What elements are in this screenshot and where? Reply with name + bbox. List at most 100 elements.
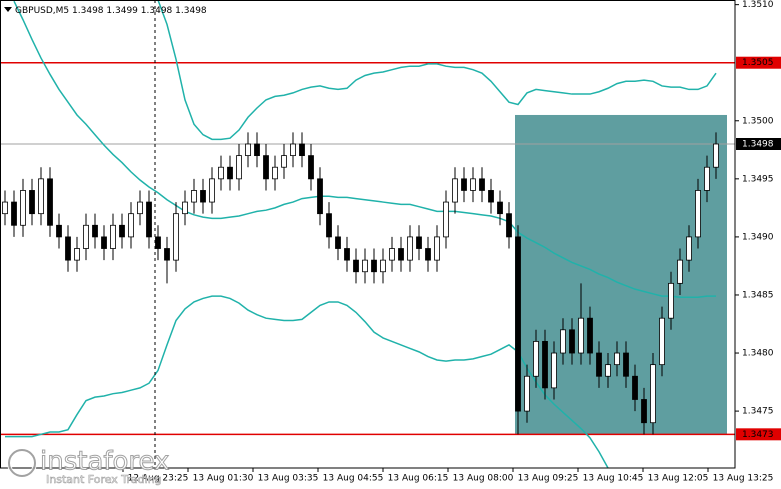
candle-body	[317, 178, 323, 215]
x-tick-label: 13 Aug 08:00	[453, 474, 514, 484]
candle-body	[83, 224, 89, 249]
x-tick-label: 13 Aug 12:05	[648, 474, 709, 484]
candle-body	[434, 236, 440, 261]
candle-body	[191, 190, 197, 203]
quote-open: 1.3498	[72, 6, 104, 16]
candle-body	[389, 248, 395, 261]
candle-body	[686, 236, 692, 261]
candle-body	[416, 236, 422, 249]
candle-body	[290, 143, 296, 157]
candle-body	[29, 190, 35, 215]
candle-body	[623, 352, 629, 377]
candle-body	[380, 259, 386, 273]
candle-body	[200, 190, 206, 203]
candle-body	[551, 352, 557, 389]
candle-body	[488, 190, 494, 203]
candle-body	[92, 224, 98, 238]
y-tick-label: 1.3480	[742, 349, 774, 359]
candle-body	[542, 341, 548, 389]
candle-body	[245, 143, 251, 157]
candle-body	[254, 143, 260, 157]
x-tick-label: 13 Aug 10:45	[583, 474, 644, 484]
candle-body	[119, 224, 125, 238]
candle-body	[11, 201, 17, 226]
x-tick-label: 13 Aug 06:15	[388, 474, 449, 484]
candle-body	[650, 364, 656, 424]
candle-body	[65, 236, 71, 261]
candle-body	[227, 166, 233, 180]
watermark-logo-ring	[8, 449, 36, 477]
x-tick-label: 13 Aug 09:25	[518, 474, 579, 484]
candle-body	[308, 155, 314, 180]
watermark-tagline: Instant Forex Trading	[46, 473, 162, 486]
watermark-brand: instaforex	[40, 447, 169, 477]
candle-body	[146, 201, 152, 238]
candle-body	[299, 143, 305, 157]
level-label: 1.3498	[742, 140, 774, 150]
candle-body	[74, 248, 80, 261]
candle-body	[587, 317, 593, 354]
candle-body	[164, 248, 170, 261]
candle-body	[560, 329, 566, 354]
candle-body	[155, 236, 161, 249]
candle-body	[452, 178, 458, 203]
menu-triangle	[4, 7, 12, 12]
candle-body	[344, 248, 350, 261]
candle-body	[398, 248, 404, 261]
quote-high: 1.3499	[106, 6, 138, 16]
candle-body	[569, 329, 575, 354]
candle-body	[470, 178, 476, 191]
x-tick-label: 12 Aug 23:25	[128, 474, 189, 484]
candle-body	[461, 178, 467, 191]
chart-title: GBPUSD,M5 1.3498 1.3499 1.3498 1.3498	[15, 6, 207, 16]
candle-body	[236, 155, 242, 180]
candle-body	[668, 282, 674, 319]
level-label-box	[736, 56, 781, 69]
candle-body	[659, 317, 665, 366]
plot-area	[0, 0, 735, 468]
candle-body	[47, 178, 53, 226]
candle-body	[506, 213, 512, 238]
candle-body	[425, 248, 431, 261]
candle-body	[209, 178, 215, 203]
candle-body	[362, 259, 368, 273]
candle-body	[524, 375, 530, 412]
y-tick-label: 1.3510	[742, 0, 774, 10]
candle-body	[704, 166, 710, 191]
symbol: GBPUSD,M5	[15, 6, 69, 16]
candle-body	[578, 317, 584, 354]
candle-body	[353, 259, 359, 273]
y-tick-label: 1.3490	[742, 232, 774, 242]
candle-body	[443, 201, 449, 238]
watermark: instaforex Instant Forex Trading	[7, 446, 170, 486]
level-label-box	[736, 428, 781, 441]
candle-body	[173, 213, 179, 261]
highlight-box	[515, 114, 727, 435]
band-line	[5, 295, 609, 468]
candle-body	[371, 259, 377, 273]
candle-body	[218, 166, 224, 180]
candle-body	[407, 236, 413, 261]
candle-body	[182, 201, 188, 215]
candle-body	[137, 201, 143, 215]
candle-body	[281, 155, 287, 168]
band-line	[157, 0, 717, 141]
y-tick-label: 1.3495	[742, 174, 774, 184]
candle-body	[20, 190, 26, 226]
y-tick-label: 1.3485	[742, 290, 774, 300]
candle-body	[605, 364, 611, 377]
y-tick-label: 1.3475	[742, 407, 774, 417]
candle-body	[515, 236, 521, 412]
candle-body	[101, 236, 107, 249]
candle-body	[632, 375, 638, 400]
candle-body	[38, 178, 44, 215]
level-label-box	[736, 138, 781, 150]
candle-body	[641, 399, 647, 424]
candle-body	[263, 155, 269, 180]
x-tick-label: 13 Aug 03:35	[258, 474, 319, 484]
plot-frame	[0, 0, 736, 469]
candle-body	[533, 341, 539, 377]
x-tick-label: 13 Aug 04:55	[323, 474, 384, 484]
candle-body	[497, 201, 503, 215]
